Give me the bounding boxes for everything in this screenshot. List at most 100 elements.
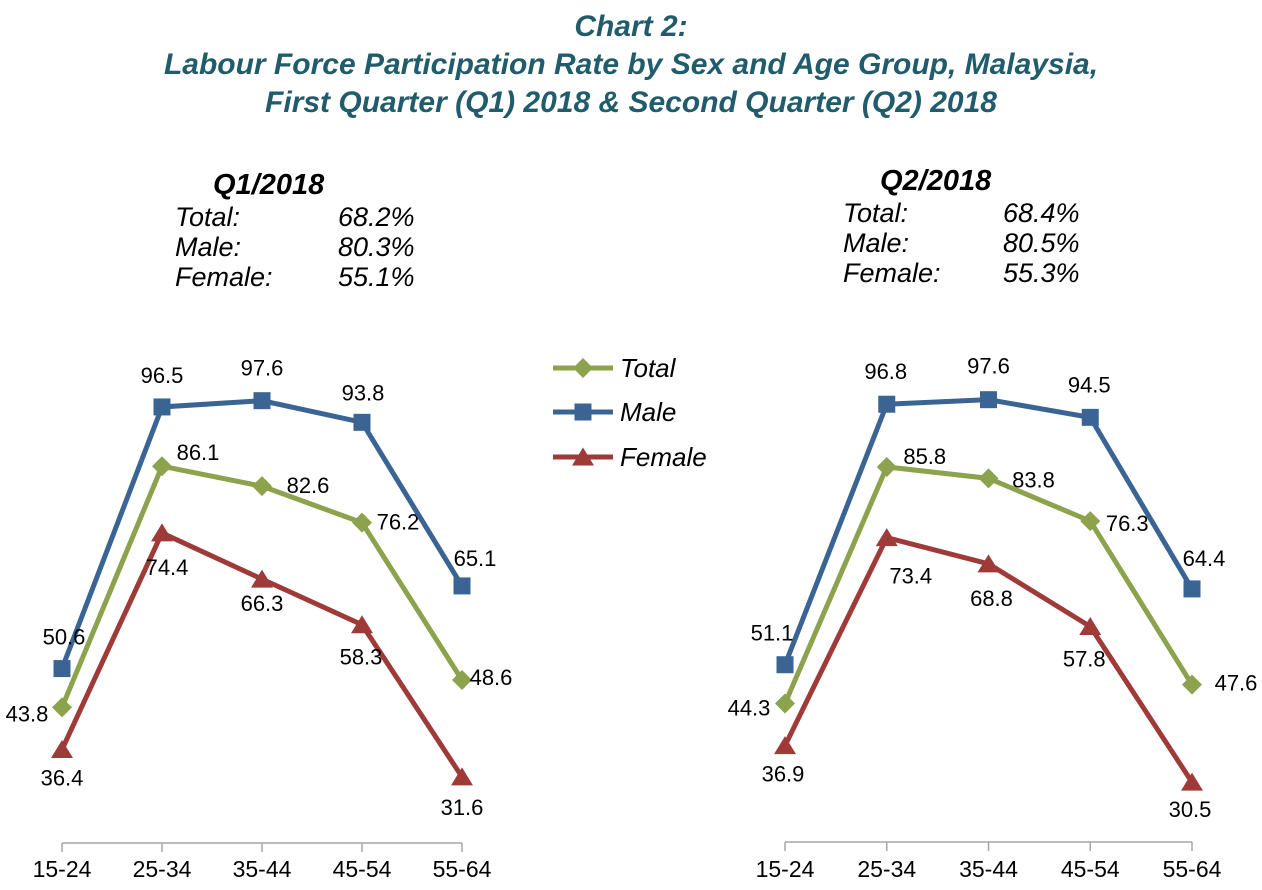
q2-total-marker-25-34: [876, 456, 897, 477]
q1-x-tick-label: 45-54: [333, 856, 392, 882]
q1-male-value: 80.3%: [338, 232, 415, 262]
q2-male-marker-15-24: [776, 656, 794, 674]
q1-male-data-label: 97.6: [241, 356, 284, 381]
q2-x-tick-label: 55-64: [1163, 856, 1222, 882]
q2-female-value: 55.3%: [1003, 258, 1080, 288]
q2-male-data-label: 96.8: [864, 359, 907, 384]
q2-male-marker-55-64: [1183, 580, 1201, 598]
q2-male-value: 80.5%: [1003, 228, 1080, 258]
legend-label-female: Female: [620, 442, 707, 472]
q2-female-marker-45-54: [1079, 617, 1102, 636]
q1-total-data-label: 86.1: [177, 440, 220, 465]
q2-total-data-label: 76.3: [1106, 511, 1149, 536]
q1-x-tick-label: 15-24: [33, 856, 92, 882]
q1-male-label: Male:: [175, 232, 242, 262]
q2-x-tick-label: 45-54: [1061, 856, 1120, 882]
chart-title-line3: First Quarter (Q1) 2018 & Second Quarter…: [265, 86, 997, 119]
q1-summary-row-male: Male: 80.3%: [175, 232, 415, 262]
q2-total-data-label: 44.3: [728, 695, 771, 720]
q1-total-data-label: 82.6: [287, 473, 330, 498]
q2-female-marker-25-34: [875, 528, 898, 547]
q2-total-marker-45-54: [1080, 511, 1101, 532]
q2-male-marker-25-34: [878, 395, 896, 413]
q2-female-marker-15-24: [774, 736, 796, 755]
q1-male-data-label: 50.6: [43, 625, 86, 650]
q1-summary-row-female: Female: 55.1%: [175, 262, 415, 292]
q1-female-marker-25-34: [151, 523, 173, 542]
q2-female-line: [782, 534, 1195, 784]
q2-total-value: 68.4%: [1003, 198, 1080, 228]
q1-female-marker-45-54: [351, 615, 373, 634]
female-triangle-icon: [572, 447, 594, 466]
q1-x-tick-label: 35-44: [233, 856, 292, 882]
q1-summary: Q1/2018 Total: 68.2% Male: 80.3% Female:…: [175, 168, 415, 292]
q1-male-data-label: 93.8: [342, 380, 385, 405]
q2-total-marker-55-64: [1182, 674, 1202, 695]
q1-female-marker-55-64: [451, 767, 473, 786]
q2-female-data-label: 36.9: [762, 762, 805, 787]
q1-male-marker-55-64: [453, 577, 471, 595]
q1-male-data-label: 96.5: [141, 363, 184, 388]
q1-total-marker-45-54: [352, 512, 372, 533]
q2-summary-row-female: Female: 55.3%: [843, 258, 1080, 288]
legend-label-male: Male: [620, 397, 676, 427]
q2-female-data-label: 73.4: [889, 564, 932, 589]
q1-female-marker-35-44: [251, 569, 273, 588]
legend-label-total: Total: [620, 353, 677, 383]
q1-total-value: 68.2%: [338, 202, 415, 232]
q2-summary: Q2/2018 Total: 68.4% Male: 80.5% Female:…: [843, 164, 1080, 288]
legend-item-total: Total: [553, 353, 677, 383]
total-diamond-icon: [573, 358, 593, 378]
q1-total-marker-35-44: [252, 476, 272, 497]
q1-female-marker-15-24: [51, 740, 73, 759]
q1-female-data-label: 74.4: [146, 555, 189, 580]
q2-male-marker-35-44: [980, 391, 997, 409]
legend: Total Male Female: [553, 353, 707, 472]
q2-female-marker-55-64: [1181, 772, 1203, 791]
q2-female-marker-35-44: [977, 554, 1000, 573]
q2-summary-row-male: Male: 80.5%: [843, 228, 1080, 258]
q1-total-marker-15-24: [52, 697, 72, 718]
q2-chart: 15-24 25-34 35-44 45-54 55-64 44.3 85.8 83.8 76.…: [728, 354, 1258, 882]
q1-summary-row-total: Total: 68.2%: [175, 202, 415, 232]
q2-male-marker-45-54: [1081, 408, 1099, 426]
q1-total-label: Total:: [175, 202, 241, 232]
q2-female-data-label: 57.8: [1063, 647, 1106, 672]
q1-x-tick-label: 25-34: [133, 856, 192, 882]
q2-male-data-label: 64.4: [1183, 546, 1226, 571]
q1-total-data-label: 43.8: [6, 701, 49, 726]
q1-female-data-label: 36.4: [41, 766, 84, 791]
legend-item-male: Male: [553, 397, 676, 427]
q2-female-data-label: 30.5: [1169, 797, 1212, 822]
q2-total-marker-15-24: [775, 693, 795, 714]
q1-male-marker-45-54: [353, 413, 371, 431]
q1-female-line: [59, 529, 465, 779]
q1-female-data-label: 31.6: [441, 795, 484, 820]
q2-female-data-label: 68.8: [970, 586, 1013, 611]
q1-female-value: 55.1%: [338, 262, 415, 292]
q1-chart: 15-24 25-34 35-44 45-54 55-64 43.8 86.1 82.6 76.…: [6, 356, 513, 882]
q2-summary-heading: Q2/2018: [880, 165, 992, 197]
q2-total-label: Total:: [843, 198, 909, 228]
q2-male-label: Male:: [843, 228, 910, 258]
q2-x-tick-label: 15-24: [756, 856, 815, 882]
male-square-icon: [574, 403, 592, 421]
q1-female-data-label: 66.3: [241, 591, 284, 616]
q1-male-marker-15-24: [53, 660, 71, 678]
q2-male-data-label: 51.1: [751, 621, 794, 646]
chart-title: Chart 2: Labour Force Participation Rate…: [0, 8, 1262, 122]
q1-total-marker-25-34: [152, 456, 172, 477]
q1-male-marker-35-44: [253, 392, 271, 410]
q2-male-data-label: 97.6: [967, 354, 1010, 379]
q2-summary-row-total: Total: 68.4%: [843, 198, 1080, 228]
chart-title-line2: Labour Force Participation Rate by Sex a…: [163, 48, 1099, 81]
q2-total-data-label: 47.6: [1215, 671, 1258, 696]
q2-total-data-label: 83.8: [1012, 467, 1055, 492]
q2-total-marker-35-44: [978, 468, 999, 489]
q2-x-tick-label: 25-34: [857, 856, 916, 882]
q1-x-tick-label: 55-64: [433, 856, 492, 882]
q1-male-marker-25-34: [153, 398, 171, 416]
q2-female-label: Female:: [843, 258, 941, 288]
q2-x-tick-label: 35-44: [959, 856, 1018, 882]
